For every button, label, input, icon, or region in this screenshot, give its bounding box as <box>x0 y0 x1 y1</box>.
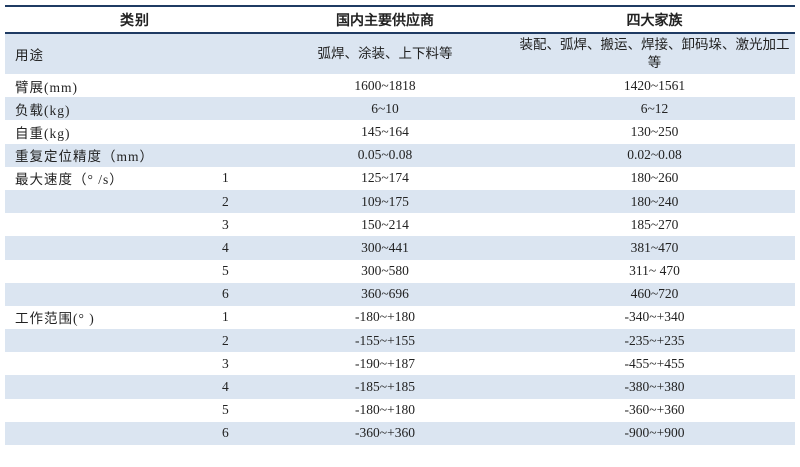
domestic-value: 300~441 <box>361 239 409 255</box>
row-sub-index: 3 <box>222 216 229 232</box>
row-label: 重复定位精度（mm） <box>15 149 155 165</box>
row-sub-index: 2 <box>222 332 229 348</box>
row-label <box>5 190 214 213</box>
table-row: 重复定位精度（mm） 0.05~0.08 0.02~0.08 <box>5 143 795 167</box>
domestic-value: 145~164 <box>361 123 409 139</box>
table-row: 2 109~175 180~240 <box>5 189 795 214</box>
domestic-value: 6~10 <box>371 100 399 116</box>
table-row: 6 -360~+360 -900~+900 <box>5 421 795 445</box>
row-label: 用途 <box>15 48 44 63</box>
row-sub-index: 1 <box>222 170 229 186</box>
row-sub-index <box>214 144 256 167</box>
big4-value: 装配、弧焊、搬运、焊接、卸码垛、激光加工等 <box>519 37 790 70</box>
table-row: 工作范围(° ) 1 -180~+180 -340~+340 <box>5 306 795 329</box>
big4-value: -900~+900 <box>624 425 685 441</box>
domestic-value: -360~+360 <box>355 425 415 441</box>
domestic-value: -180~+180 <box>355 402 415 418</box>
big4-value: 185~270 <box>630 216 679 232</box>
row-label <box>5 352 214 375</box>
table-row: 3 150~214 185~270 <box>5 213 795 236</box>
table-row: 臂展(mm) 1600~1818 1420~1561 <box>5 74 795 97</box>
big4-value: 180~260 <box>630 170 679 186</box>
row-label <box>5 236 214 259</box>
row-sub-index: 5 <box>222 263 229 279</box>
domestic-value: -180~+180 <box>355 309 415 325</box>
table-row: 6 360~696 460~720 <box>5 282 795 306</box>
big4-value: -455~+455 <box>624 355 685 371</box>
domestic-value: -190~+187 <box>355 355 415 371</box>
big4-value: 6~12 <box>640 100 669 116</box>
domestic-value: 弧焊、涂装、上下料等 <box>317 46 453 61</box>
row-sub-index: 4 <box>222 239 229 255</box>
big4-value: -340~+340 <box>624 309 685 325</box>
table-row: 4 -185~+185 -380~+380 <box>5 375 795 399</box>
big4-value: 1420~1561 <box>623 77 686 93</box>
table-row: 自重(kg) 145~164 130~250 <box>5 120 795 143</box>
big4-value: 460~720 <box>630 286 679 302</box>
domestic-value: -185~+185 <box>355 379 415 395</box>
table-row: 用途 弧焊、涂装、上下料等 装配、弧焊、搬运、焊接、卸码垛、激光加工等 <box>5 33 795 74</box>
big4-value: 311~ 470 <box>629 263 680 279</box>
big4-value: -235~+235 <box>624 332 685 348</box>
big4-value: -380~+380 <box>624 379 685 395</box>
header-big4: 四大家族 <box>626 13 683 29</box>
row-sub-index: 1 <box>222 309 229 325</box>
row-sub-index: 5 <box>222 402 229 418</box>
table-row: 5 300~580 311~ 470 <box>5 260 795 283</box>
row-label <box>5 283 214 306</box>
row-label <box>5 375 214 398</box>
big4-value: 381~470 <box>630 239 679 255</box>
header-category: 类别 <box>120 13 150 29</box>
row-sub-index <box>214 120 256 143</box>
row-sub-index <box>214 33 256 74</box>
table-row: 4 300~441 381~470 <box>5 236 795 260</box>
row-label: 负载(kg) <box>15 102 71 118</box>
row-sub-index: 2 <box>222 193 229 209</box>
row-label: 臂展(mm) <box>15 79 78 95</box>
row-label: 自重(kg) <box>15 125 71 141</box>
row-label: 工作范围(° ) <box>15 311 95 327</box>
comparison-table: 类别 国内主要供应商 四大家族 用途 弧焊、涂装、上下料等 装配、弧焊、搬运、焊接、… <box>5 5 795 445</box>
row-label <box>5 422 214 445</box>
table-row: 2 -155~+155 -235~+235 <box>5 329 795 353</box>
domestic-value: 300~580 <box>361 263 409 279</box>
big4-value: 130~250 <box>630 123 679 139</box>
domestic-value: 0.05~0.08 <box>357 147 413 163</box>
row-sub-index: 3 <box>222 355 229 371</box>
domestic-value: -155~+155 <box>355 332 415 348</box>
header-domestic: 国内主要供应商 <box>336 13 434 29</box>
domestic-value: 360~696 <box>361 286 409 302</box>
big4-value: 0.02~0.08 <box>627 147 682 163</box>
domestic-value: 1600~1818 <box>354 77 416 93</box>
row-label <box>5 213 214 236</box>
table-row: 3 -190~+187 -455~+455 <box>5 352 795 375</box>
row-sub-index: 4 <box>222 379 229 395</box>
row-sub-index: 6 <box>222 286 229 302</box>
domestic-value: 109~175 <box>361 193 409 209</box>
big4-value: -360~+360 <box>624 402 685 418</box>
row-sub-index <box>214 74 256 97</box>
domestic-value: 125~174 <box>361 170 409 186</box>
table-row: 最大速度（° /s） 1 125~174 180~260 <box>5 167 795 190</box>
row-label: 最大速度（° /s） <box>15 172 124 188</box>
row-sub-index: 6 <box>222 425 229 441</box>
big4-value: 180~240 <box>630 193 679 209</box>
table-row: 5 -180~+180 -360~+360 <box>5 399 795 422</box>
header-row: 类别 国内主要供应商 四大家族 <box>5 6 795 33</box>
row-label <box>5 329 214 352</box>
table-row: 负载(kg) 6~10 6~12 <box>5 97 795 121</box>
row-label <box>5 399 214 422</box>
row-sub-index <box>214 97 256 120</box>
row-label <box>5 260 214 283</box>
domestic-value: 150~214 <box>361 216 409 232</box>
